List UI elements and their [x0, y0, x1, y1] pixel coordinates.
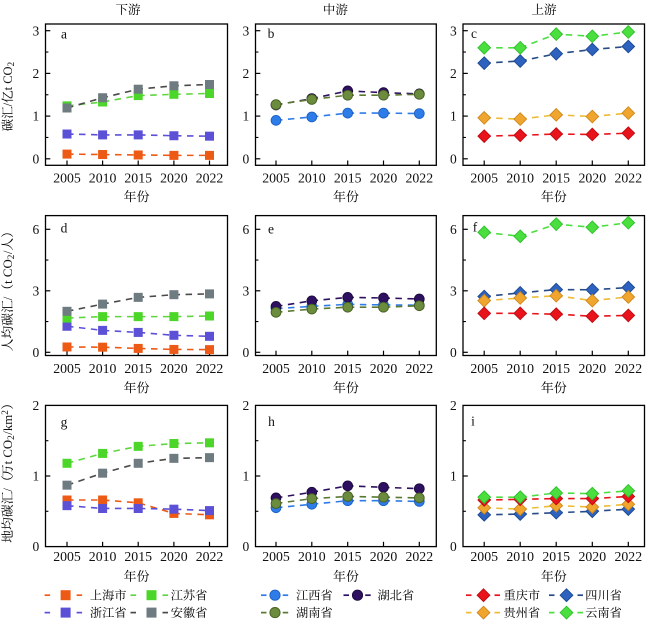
svg-text:2005: 2005	[262, 171, 290, 186]
svg-text:t: t	[1, 277, 15, 284]
svg-text:t: t	[1, 84, 15, 91]
svg-text:1: 1	[32, 109, 39, 124]
svg-text:2020: 2020	[370, 361, 398, 376]
svg-text:2: 2	[0, 410, 10, 415]
svg-text:2010: 2010	[89, 549, 117, 564]
svg-text:2020: 2020	[370, 171, 398, 186]
svg-text:2010: 2010	[89, 171, 117, 186]
svg-text:2020: 2020	[579, 549, 607, 564]
svg-text:2022: 2022	[615, 171, 643, 186]
svg-text:2022: 2022	[615, 361, 643, 376]
svg-text:2015: 2015	[124, 361, 152, 376]
svg-text:h: h	[268, 414, 275, 429]
svg-text:2015: 2015	[334, 549, 362, 564]
svg-text:2015: 2015	[124, 171, 152, 186]
svg-text:2015: 2015	[542, 171, 570, 186]
svg-text:0: 0	[242, 539, 249, 554]
svg-text:2015: 2015	[334, 361, 362, 376]
svg-text:2: 2	[450, 66, 457, 81]
svg-text:1: 1	[32, 469, 39, 484]
svg-text:1: 1	[242, 109, 249, 124]
svg-text:2005: 2005	[262, 361, 290, 376]
svg-text:2010: 2010	[506, 361, 534, 376]
svg-text:6: 6	[450, 222, 457, 237]
svg-text:0: 0	[450, 151, 457, 166]
svg-text:3: 3	[32, 23, 39, 38]
svg-text:0: 0	[32, 539, 39, 554]
svg-text:2015: 2015	[542, 361, 570, 376]
svg-text:2: 2	[32, 398, 39, 413]
svg-text:t: t	[1, 458, 15, 465]
svg-text:2010: 2010	[298, 171, 326, 186]
svg-text:c: c	[471, 26, 477, 41]
svg-text:2010: 2010	[506, 171, 534, 186]
svg-text:/: /	[1, 296, 15, 300]
svg-text:1: 1	[450, 109, 457, 124]
svg-text:2022: 2022	[406, 171, 434, 186]
svg-text:2: 2	[32, 66, 39, 81]
svg-text:2010: 2010	[298, 361, 326, 376]
svg-text:0: 0	[32, 345, 39, 360]
svg-text:2020: 2020	[370, 549, 398, 564]
svg-text:2022: 2022	[196, 361, 224, 376]
svg-text:/km: /km	[1, 415, 15, 435]
svg-text:3: 3	[450, 283, 457, 298]
svg-text:2: 2	[450, 398, 457, 413]
svg-text:a: a	[61, 27, 67, 42]
svg-text:e: e	[268, 222, 274, 237]
svg-text:3: 3	[242, 23, 249, 38]
svg-text:CO: CO	[1, 259, 15, 277]
svg-text:2022: 2022	[615, 549, 643, 564]
svg-text:2010: 2010	[506, 549, 534, 564]
svg-text:2: 2	[6, 254, 16, 259]
svg-text:2005: 2005	[470, 549, 498, 564]
svg-text:3: 3	[32, 283, 39, 298]
svg-text:2022: 2022	[406, 361, 434, 376]
svg-text:3: 3	[242, 283, 249, 298]
svg-text:2005: 2005	[262, 549, 290, 564]
svg-text:2022: 2022	[196, 549, 224, 564]
svg-text:2010: 2010	[89, 361, 117, 376]
svg-text:2015: 2015	[334, 171, 362, 186]
svg-text:2020: 2020	[160, 549, 188, 564]
svg-text:2022: 2022	[406, 549, 434, 564]
svg-text:i: i	[471, 414, 475, 429]
svg-text:2022: 2022	[196, 171, 224, 186]
svg-text:CO: CO	[1, 66, 15, 83]
svg-text:0: 0	[450, 539, 457, 554]
svg-text:2: 2	[6, 62, 16, 67]
svg-text:6: 6	[242, 222, 249, 237]
svg-text:d: d	[61, 221, 68, 236]
svg-text:2005: 2005	[470, 171, 498, 186]
svg-text:2020: 2020	[160, 361, 188, 376]
svg-text:2010: 2010	[298, 549, 326, 564]
svg-text:6: 6	[32, 222, 39, 237]
svg-text:2: 2	[242, 398, 249, 413]
svg-text:/: /	[1, 102, 15, 106]
svg-text:g: g	[61, 414, 68, 429]
svg-text:2005: 2005	[53, 171, 81, 186]
svg-text:2020: 2020	[579, 171, 607, 186]
svg-text:2: 2	[6, 435, 16, 440]
svg-text:2015: 2015	[124, 549, 152, 564]
svg-text:0: 0	[32, 151, 39, 166]
svg-text:2005: 2005	[53, 361, 81, 376]
svg-text:2020: 2020	[160, 171, 188, 186]
svg-text:CO: CO	[1, 440, 15, 458]
svg-text:0: 0	[242, 151, 249, 166]
svg-text:0: 0	[450, 345, 457, 360]
svg-text:2015: 2015	[542, 549, 570, 564]
svg-text:2005: 2005	[53, 549, 81, 564]
svg-text:1: 1	[450, 469, 457, 484]
svg-text:f: f	[473, 220, 478, 235]
svg-text:2020: 2020	[579, 361, 607, 376]
svg-text:b: b	[268, 26, 275, 41]
svg-text:3: 3	[450, 23, 457, 38]
svg-text:0: 0	[242, 345, 249, 360]
svg-text:2005: 2005	[470, 361, 498, 376]
svg-text:2: 2	[242, 66, 249, 81]
svg-text:1: 1	[242, 469, 249, 484]
svg-text:/: /	[1, 250, 15, 254]
svg-text:/: /	[1, 488, 15, 492]
